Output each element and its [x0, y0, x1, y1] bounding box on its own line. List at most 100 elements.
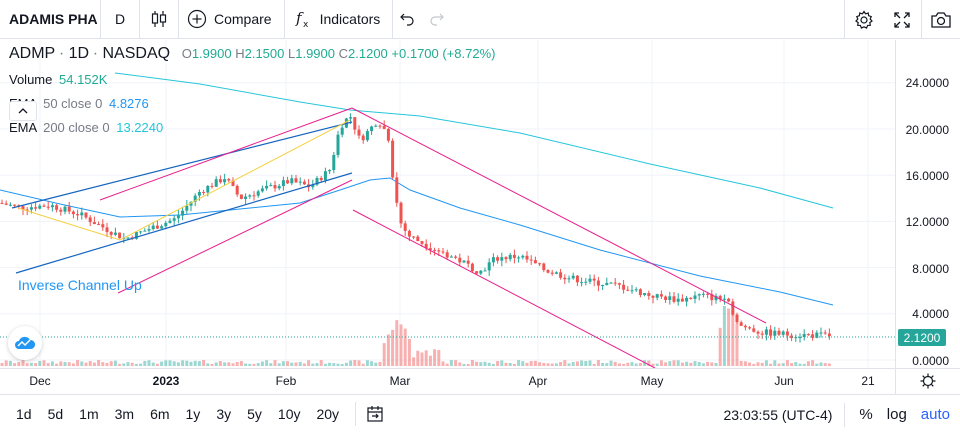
- undo-icon[interactable]: [399, 11, 415, 27]
- candle-body: [71, 211, 75, 215]
- compare-button[interactable]: Compare: [179, 0, 284, 39]
- chart-pane[interactable]: ADMP · 1D · NASDAQ O1.9900 H2.1500 L1.99…: [0, 40, 960, 368]
- range-1m-button[interactable]: 1m: [79, 406, 99, 422]
- candle-body: [689, 297, 693, 299]
- range-1d-button[interactable]: 1d: [16, 406, 32, 422]
- auto-scale-button[interactable]: auto: [920, 406, 950, 423]
- candle-body: [227, 179, 231, 181]
- volume-bar: [592, 363, 596, 366]
- candle-body: [105, 227, 109, 232]
- candle-body: [214, 179, 218, 187]
- candle-body: [479, 270, 483, 274]
- price-chart[interactable]: [0, 40, 895, 368]
- volume-bar: [550, 363, 554, 366]
- chart-type-button[interactable]: [140, 0, 178, 39]
- price-axis[interactable]: 24.0000 20.0000 16.0000 12.0000 8.0000 4…: [895, 40, 960, 368]
- legend-collapse-button[interactable]: [9, 101, 37, 121]
- volume-bar: [811, 360, 815, 366]
- candle-body: [752, 328, 756, 332]
- candle-body: [319, 177, 323, 181]
- volume-bar: [785, 360, 789, 366]
- volume-bar: [634, 363, 638, 366]
- settings-button[interactable]: [845, 0, 883, 39]
- candle-body: [575, 275, 579, 283]
- candle-body: [676, 298, 680, 302]
- log-scale-button[interactable]: log: [886, 406, 907, 423]
- candle-body: [764, 329, 768, 335]
- candle-body: [143, 230, 147, 232]
- candle-body: [609, 282, 613, 284]
- volume-bar: [336, 363, 340, 366]
- volume-bar: [273, 360, 277, 366]
- tradingview-logo[interactable]: [8, 326, 42, 360]
- legend-symbol[interactable]: ADMP: [9, 45, 56, 62]
- candlesticks: [0, 113, 831, 343]
- candle-body: [706, 293, 710, 295]
- axis-settings-button[interactable]: [920, 373, 936, 394]
- price-tick: 24.0000: [905, 76, 949, 90]
- time-axis[interactable]: Dec 2023 Feb Mar Apr May Jun 21: [0, 368, 960, 394]
- candle-body: [433, 249, 437, 251]
- volume-legend[interactable]: Volume 54.152K: [9, 72, 107, 87]
- candle-body: [672, 296, 676, 302]
- volume-bar: [101, 362, 105, 366]
- ema200-legend[interactable]: EMA 200 close 0 13.2240: [9, 120, 163, 135]
- candle-body: [437, 250, 441, 252]
- toolbar-divider: [100, 0, 101, 39]
- candle-body: [193, 195, 197, 202]
- volume-bar: [441, 361, 445, 366]
- range-5y-button[interactable]: 5y: [247, 406, 262, 422]
- range-10y-button[interactable]: 10y: [277, 406, 301, 422]
- candle-body: [760, 333, 764, 335]
- toolbar-divider: [283, 0, 285, 39]
- clock-display[interactable]: 23:03:55 (UTC-4): [723, 406, 833, 423]
- goto-date-icon[interactable]: [366, 405, 384, 423]
- range-1y-button[interactable]: 1y: [185, 406, 201, 422]
- candle-body: [605, 282, 609, 286]
- channel-upper-line: [11, 121, 353, 209]
- volume-bar: [206, 363, 210, 366]
- range-3m-button[interactable]: 3m: [114, 406, 135, 422]
- volume-bar: [239, 361, 243, 366]
- candle-body: [206, 185, 210, 193]
- candle-body: [332, 154, 336, 171]
- candle-body: [458, 257, 462, 263]
- volume-bar: [143, 360, 147, 366]
- candle-body: [466, 260, 470, 264]
- range-20y-button[interactable]: 20y: [316, 406, 340, 422]
- volume-bar: [470, 360, 474, 366]
- fullscreen-button[interactable]: [883, 0, 921, 39]
- volume-bar: [672, 360, 676, 366]
- volume-bar: [130, 362, 134, 366]
- add-circle-icon: [187, 9, 207, 29]
- toolbar-divider: [139, 0, 140, 39]
- snapshot-button[interactable]: [922, 0, 960, 39]
- volume-bar: [235, 361, 239, 366]
- candle-body: [718, 295, 722, 300]
- volume-bar: [277, 363, 281, 366]
- volume-bar: [92, 362, 96, 366]
- indicators-button[interactable]: f x Indicators: [285, 0, 393, 39]
- volume-bar: [353, 360, 357, 366]
- interval-button[interactable]: D: [114, 11, 126, 27]
- symbol-search[interactable]: ADAMIS PHA: [9, 11, 98, 27]
- candle-body: [235, 185, 239, 195]
- candle-body: [349, 117, 353, 119]
- ema50-legend[interactable]: EMA 50 close 0 4.8276: [9, 96, 149, 111]
- percent-scale-button[interactable]: %: [859, 406, 873, 423]
- candle-body: [743, 325, 747, 328]
- candle-body: [147, 229, 151, 231]
- candle-body: [50, 205, 54, 208]
- volume-bar: [189, 361, 193, 366]
- candle-body: [97, 224, 101, 226]
- range-6m-button[interactable]: 6m: [150, 406, 170, 422]
- volume-bar: [227, 362, 231, 366]
- volume-bar: [8, 360, 12, 366]
- candle-body: [0, 202, 4, 204]
- volume-bar: [622, 363, 626, 366]
- volume-bar: [559, 361, 563, 366]
- range-3y-button[interactable]: 3y: [216, 406, 232, 422]
- range-5d-button[interactable]: 5d: [47, 406, 64, 422]
- redo-icon[interactable]: [429, 11, 445, 27]
- volume-bar: [260, 361, 264, 366]
